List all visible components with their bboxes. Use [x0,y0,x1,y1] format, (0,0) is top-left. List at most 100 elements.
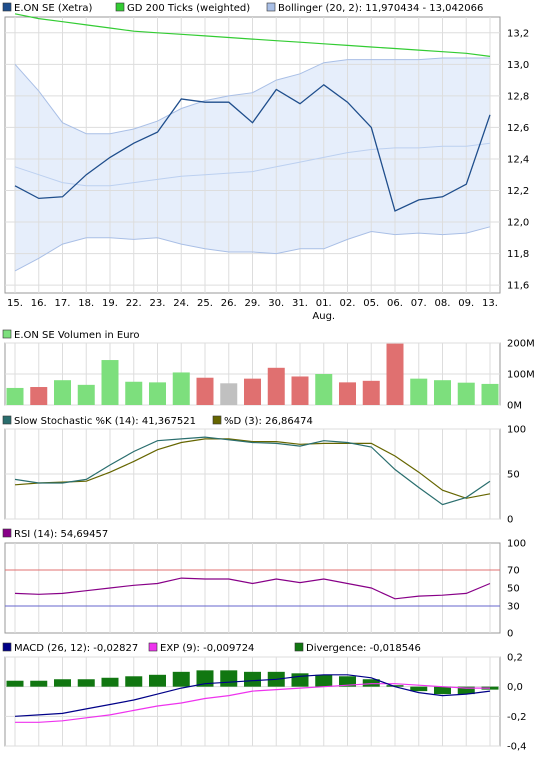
stochastic-ytick-label: 100 [507,425,526,436]
volume-ytick-label: 0M [507,401,522,412]
divergence-bar [30,680,48,687]
divergence-bar [101,677,119,687]
rsi-legend-swatch [2,528,12,538]
divergence-bar [339,676,356,687]
volume-bar [220,383,238,405]
volume-bar [481,383,499,405]
x-tick-label: 06. [387,298,403,309]
price-legend-swatch [266,2,276,12]
price-ytick-label: 11,8 [507,249,529,260]
x-tick-label: 25. [197,298,213,309]
price-ytick-label: 12,6 [507,123,529,134]
stochastic-d-line [14,438,491,499]
volume-bar [386,343,404,405]
divergence-bar [172,671,190,687]
price-ytick-label: 12,8 [507,91,529,102]
macd-legend-swatch [2,642,12,652]
bollinger-lower-line [14,226,491,272]
price-legend-label: GD 200 Ticks (weighted) [127,3,250,14]
x-tick-label: 16. [31,298,47,309]
stochastic-ytick-label: 0 [507,515,513,526]
volume-bar [362,380,380,405]
x-tick-label: 26. [221,298,237,309]
volume-legend-label: E.ON SE Volumen in Euro [14,330,140,341]
divergence-bar [149,674,166,687]
x-tick-label: 29. [245,298,261,309]
volume-bar [457,382,475,405]
price-ytick-label: 11,6 [507,281,529,292]
volume-bar [125,381,143,405]
volume-bar [101,360,119,405]
divergence-bar [410,686,428,692]
rsi-legend-label: RSI (14): 54,69457 [14,529,108,540]
gd200-line [14,13,491,57]
macd-legend-label: EXP (9): -0,009724 [160,643,254,654]
price-line [14,83,491,212]
volume-bar [244,378,261,405]
volume-bar [77,384,95,405]
x-tick-label: 24. [173,298,189,309]
rsi-ytick-label: 30 [507,602,520,613]
exp-line [15,683,490,723]
volume-bar [149,382,166,405]
price-ytick-label: 13,2 [507,28,529,39]
divergence-bar [457,686,475,695]
x-tick-label: 07. [411,298,427,309]
macd-legend-label: MACD (26, 12): -0,02827 [14,643,138,654]
volume-ytick-label: 200M [507,339,535,350]
divergence-bar [362,679,380,687]
divergence-bar [434,686,451,695]
macd-ytick-label: -0,4 [507,742,527,753]
volume-legend-swatch [2,329,12,339]
volume-ytick-label: 100M [507,370,535,381]
volume-bar [172,372,190,405]
volume-bar [291,376,309,405]
divergence-bar [386,685,404,687]
stochastic-legend-label: Slow Stochastic %K (14): 41,367521 [14,416,196,427]
divergence-bar [54,679,71,687]
bollinger-upper-line [14,57,490,135]
x-tick-label: 22. [126,298,142,309]
volume-bar [315,374,333,405]
volume-bar [410,378,428,405]
divergence-bar [125,676,143,687]
x-tick-label: 15. [7,298,23,309]
macd-ytick-label: 0,0 [507,682,523,693]
volume-bar [6,387,24,405]
bollinger-middle-line [14,142,491,187]
price-ytick-label: 12,4 [507,154,529,165]
x-tick-label: 02. [340,298,356,309]
x-tick-label: 19. [102,298,118,309]
macd-legend-swatch [294,642,304,652]
volume-bar [196,377,214,405]
x-tick-label: 23. [150,298,166,309]
price-legend-label: E.ON SE (Xetra) [14,3,92,14]
macd-ytick-label: -0,2 [507,712,527,723]
x-tick-label: 30. [268,298,284,309]
volume-bar [54,380,71,405]
stochastic-k-line [14,436,491,506]
price-ytick-label: 13,0 [507,60,529,71]
price-legend-label: Bollinger (20, 2): 11,970434 - 13,042066 [278,3,483,14]
volume-bar [434,380,451,405]
macd-ytick-label: 0,2 [507,653,523,664]
price-ytick-label: 12,2 [507,186,529,197]
divergence-bar [196,670,214,687]
x-tick-label: 17. [55,298,71,309]
price-ytick-label: 12,0 [507,218,529,229]
x-tick-label: 13. [482,298,498,309]
x-tick-label: 31. [292,298,308,309]
price-legend-swatch [2,2,12,12]
rsi-ytick-label: 50 [507,584,520,595]
rsi-ytick-label: 70 [507,566,520,577]
x-tick-label: 18. [78,298,94,309]
macd-line [14,674,491,717]
macd-legend-label: Divergence: -0,018546 [306,643,421,654]
stochastic-legend-swatch [2,415,12,425]
stochastic-legend-swatch [212,415,222,425]
price-legend-swatch [115,2,125,12]
divergence-bar [220,670,238,687]
rsi-ytick-label: 100 [507,539,526,550]
